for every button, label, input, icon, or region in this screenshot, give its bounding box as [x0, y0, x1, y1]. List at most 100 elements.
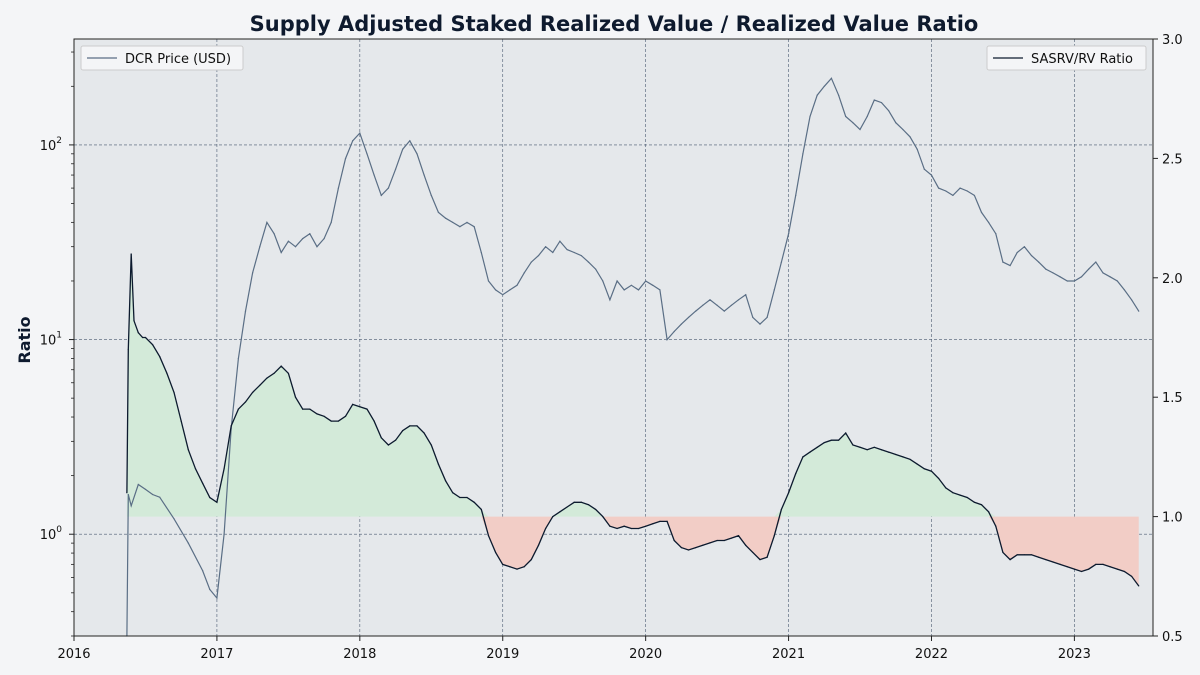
ratio-data-point	[1102, 563, 1104, 565]
price-data-point	[416, 153, 418, 155]
ratio-data-point	[180, 420, 182, 422]
ratio-data-point	[652, 523, 654, 525]
y-left-tick-base: 10	[40, 139, 57, 154]
y-right-tick-label: 2.0	[1162, 272, 1183, 287]
price-data-point	[352, 140, 354, 142]
price-data-point	[909, 136, 911, 138]
price-data-point	[337, 187, 339, 189]
x-tick-label: 2023	[1058, 647, 1091, 662]
ratio-data-point	[952, 492, 954, 494]
ratio-data-point	[366, 408, 368, 410]
price-data-point	[745, 294, 747, 296]
price-data-point	[916, 148, 918, 150]
price-data-point	[409, 140, 411, 142]
ratio-data-point	[923, 468, 925, 470]
price-data-point	[830, 77, 833, 79]
ratio-data-point	[352, 403, 354, 405]
legend-price-label: DCR Price (USD)	[125, 52, 231, 67]
price-data-point	[159, 496, 161, 498]
price-data-point	[237, 357, 239, 360]
y-right-tick-label: 0.5	[1162, 630, 1183, 645]
y-left-tick-exponent: 2	[56, 136, 62, 146]
ratio-data-point	[1138, 585, 1140, 587]
price-data-point	[173, 518, 175, 520]
ratio-data-point	[980, 504, 983, 506]
ratio-data-point	[837, 439, 840, 441]
price-data-point	[223, 533, 225, 535]
price-data-point	[938, 187, 940, 189]
price-data-point	[545, 246, 547, 248]
ratio-data-point	[330, 420, 332, 422]
ratio-data-point	[266, 377, 268, 379]
price-data-point	[552, 251, 554, 254]
price-data-point	[373, 174, 375, 176]
price-data-point	[187, 542, 189, 544]
price-data-point	[695, 310, 697, 312]
price-data-point	[523, 272, 525, 274]
ratio-data-point	[473, 501, 475, 503]
price-data-point	[866, 115, 868, 118]
price-data-point	[587, 261, 590, 263]
ratio-data-point	[430, 444, 432, 446]
price-data-point	[609, 299, 611, 301]
ratio-data-point	[494, 551, 497, 554]
ratio-data-point	[373, 420, 375, 422]
price-data-point	[444, 217, 447, 219]
ratio-data-point	[130, 253, 132, 255]
price-data-point	[895, 122, 897, 124]
price-data-point	[487, 280, 490, 282]
ratio-data-point	[880, 449, 883, 451]
price-data-point	[494, 289, 497, 291]
ratio-data-point	[387, 444, 390, 446]
ratio-data-point	[587, 504, 590, 506]
ratio-data-point	[1023, 554, 1025, 556]
price-data-point	[202, 570, 204, 572]
price-data-point	[280, 251, 282, 254]
ratio-data-point	[773, 535, 775, 537]
price-data-point	[652, 284, 654, 286]
ratio-data-point	[1116, 568, 1118, 570]
price-data-point	[630, 284, 632, 286]
ratio-data-point	[244, 401, 247, 403]
ratio-fill-above	[126, 253, 1139, 517]
ratio-data-point	[645, 525, 647, 527]
ratio-data-point	[444, 480, 447, 482]
price-data-point	[387, 187, 390, 189]
ratio-data-point	[545, 527, 547, 530]
ratio-data-point	[780, 508, 783, 511]
price-data-point	[766, 316, 768, 318]
price-data-point	[137, 483, 139, 486]
ratio-data-point	[595, 508, 597, 511]
price-data-point	[1030, 254, 1033, 257]
ratio-data-point	[866, 449, 868, 451]
ratio-data-point	[580, 501, 582, 503]
price-data-point	[759, 323, 761, 325]
price-data-point	[1109, 276, 1111, 278]
ratio-data-point	[1088, 568, 1090, 570]
ratio-data-point	[966, 496, 968, 499]
price-data-point	[127, 493, 129, 496]
price-data-point	[473, 226, 475, 228]
ratio-data-point	[630, 527, 632, 530]
price-data-point	[209, 588, 211, 591]
ratio-data-point	[730, 537, 733, 539]
ratio-data-point	[459, 496, 461, 499]
legend-ratio: SASRV/RV Ratio	[986, 45, 1147, 71]
ratio-data-point	[988, 511, 990, 513]
ratio-data-point	[237, 408, 239, 410]
price-data-point	[780, 261, 783, 263]
price-data-point	[559, 240, 561, 242]
ratio-data-point	[616, 527, 618, 530]
ratio-data-point	[1130, 575, 1133, 577]
ratio-data-point	[916, 463, 918, 465]
ratio-data-point	[573, 501, 575, 503]
ratio-data-point	[802, 456, 804, 458]
ratio-data-point	[173, 391, 175, 394]
price-data-point	[502, 294, 504, 296]
price-data-point	[1016, 251, 1018, 254]
price-data-point	[1052, 272, 1054, 274]
ratio-data-point	[752, 551, 754, 554]
ratio-data-point	[723, 539, 725, 542]
ratio-data-point	[745, 544, 747, 546]
price-data-point	[673, 330, 675, 333]
